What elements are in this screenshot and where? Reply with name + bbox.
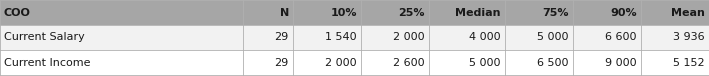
Text: 1 540: 1 540 (325, 33, 357, 42)
Text: 2 600: 2 600 (393, 58, 425, 67)
Text: 5 152: 5 152 (674, 58, 705, 67)
Bar (0, 25, 709, 50)
Text: 5 000: 5 000 (537, 33, 569, 42)
Text: Current Income: Current Income (4, 58, 91, 67)
Text: 2 000: 2 000 (393, 33, 425, 42)
Text: 10%: 10% (330, 8, 357, 17)
Text: Current Salary: Current Salary (4, 33, 85, 42)
Text: 6 600: 6 600 (605, 33, 637, 42)
Text: 29: 29 (274, 33, 289, 42)
Text: 6 500: 6 500 (537, 58, 569, 67)
Bar (0, 50, 709, 75)
Bar (0, 0, 709, 25)
Text: 25%: 25% (398, 8, 425, 17)
Text: Median: Median (455, 8, 501, 17)
Text: Mean: Mean (671, 8, 705, 17)
Text: 9 000: 9 000 (605, 58, 637, 67)
Text: 90%: 90% (610, 8, 637, 17)
Text: 4 000: 4 000 (469, 33, 501, 42)
Text: 2 000: 2 000 (325, 58, 357, 67)
Text: 3 936: 3 936 (674, 33, 705, 42)
Text: N: N (279, 8, 289, 17)
Text: 5 000: 5 000 (469, 58, 501, 67)
Text: COO: COO (4, 8, 31, 17)
Text: 29: 29 (274, 58, 289, 67)
Text: 75%: 75% (542, 8, 569, 17)
